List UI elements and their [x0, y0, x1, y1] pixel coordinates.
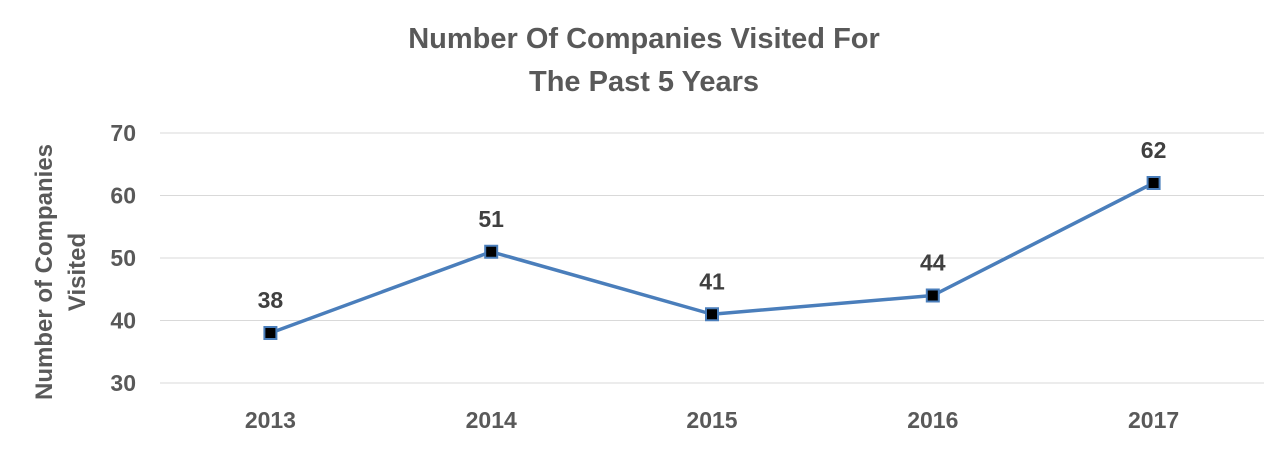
- gridlines: [160, 132, 1264, 384]
- y-tick-label: 30: [110, 370, 136, 396]
- data-label: 62: [1141, 137, 1167, 163]
- y-axis-title: Number of Companies Visited: [31, 144, 91, 400]
- y-axis-title-line-1: Number of Companies: [31, 144, 58, 400]
- chart-title-line-1: Number Of Companies Visited For: [408, 23, 880, 55]
- x-tick-label: 2016: [907, 407, 958, 433]
- data-point-marker: [484, 244, 499, 259]
- x-tick-label: 2015: [686, 407, 737, 433]
- chart-title: Number Of Companies Visited For The Past…: [408, 23, 880, 98]
- y-axis-title-line-2: Visited: [64, 233, 91, 311]
- x-tick-label: 2013: [245, 407, 296, 433]
- data-label: 38: [258, 287, 284, 313]
- data-label: 44: [920, 250, 946, 276]
- y-tick-label: 50: [110, 245, 136, 271]
- data-point-marker: [1146, 176, 1161, 190]
- data-markers: [263, 176, 1161, 340]
- y-tick-label: 60: [110, 183, 136, 209]
- data-labels: 38 51 41 44 62: [258, 137, 1167, 313]
- data-label: 51: [478, 206, 504, 232]
- data-point-marker: [925, 288, 940, 303]
- data-point-marker: [263, 326, 278, 340]
- x-axis-tick-labels: 2013 2014 2015 2016 2017: [245, 407, 1179, 433]
- chart-title-line-2: The Past 5 Years: [529, 66, 759, 98]
- y-axis-tick-labels: 30 40 50 60 70: [110, 120, 136, 396]
- x-tick-label: 2014: [466, 407, 517, 433]
- y-tick-label: 70: [110, 120, 136, 146]
- x-tick-label: 2017: [1128, 407, 1179, 433]
- data-label: 41: [699, 268, 725, 294]
- y-tick-label: 40: [110, 308, 136, 334]
- data-point-marker: [705, 307, 719, 322]
